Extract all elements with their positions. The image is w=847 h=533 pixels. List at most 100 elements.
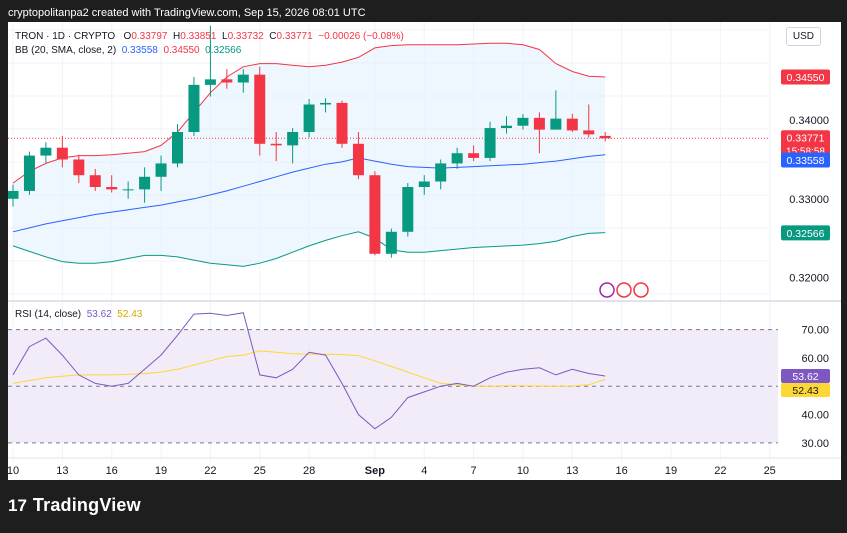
lower-band-price-label: 0.32566 <box>787 228 825 240</box>
high-value: 0.33851 <box>180 31 217 42</box>
bb-label[interactable]: BB (20, SMA, close, 2) <box>15 45 117 56</box>
time-axis-tick: 25 <box>764 465 776 477</box>
rsi-label[interactable]: RSI (14, close) <box>15 309 82 320</box>
rsi-axis-tick: 60.00 <box>801 353 829 365</box>
candle-body <box>352 143 364 176</box>
basis-price-label-bg <box>781 152 830 168</box>
brand-name: TradingView <box>32 495 141 515</box>
rsi-value: 53.62 <box>86 309 112 320</box>
candle-body <box>172 132 183 164</box>
high-label: H <box>173 31 181 42</box>
candle-body <box>501 125 512 129</box>
upper-band-price-label: 0.34550 <box>787 72 825 84</box>
tradingview-logo-icon: 17 <box>8 495 27 515</box>
low-label: L <box>222 31 228 42</box>
candle-body <box>533 117 545 130</box>
price-axis-tick: 0.33000 <box>789 194 829 206</box>
candle-body <box>23 155 35 191</box>
candle-body <box>468 153 480 158</box>
rsi-axis-tick: 70.00 <box>801 325 829 337</box>
bb-basis-line <box>12 154 606 233</box>
candle-body <box>402 187 414 232</box>
candle-body <box>303 104 315 132</box>
time-axis-tick: 19 <box>155 465 167 477</box>
symbol-label[interactable]: TRON · 1D · CRYPTO <box>15 31 116 42</box>
time-axis-tick: 16 <box>106 465 118 477</box>
candle-body <box>599 135 611 139</box>
rsi-axis-tick: 30.00 <box>801 438 829 450</box>
time-axis-tick: 16 <box>616 465 628 477</box>
rsi-legend: RSI (14, close) 53.62 52.43 <box>15 309 142 320</box>
rsi-ma-price-label-bg <box>781 383 830 397</box>
candle-body <box>73 159 85 176</box>
candle-body <box>221 79 233 83</box>
candle-body <box>369 175 381 254</box>
rsi-axis-tick: 40.00 <box>801 410 829 422</box>
candle-body <box>418 181 430 187</box>
footer-brand: 17 TradingView <box>8 495 141 516</box>
rsi-ma-line <box>12 350 606 387</box>
rsi-line <box>12 312 606 430</box>
candle-body <box>89 175 101 187</box>
last-price-label: 0.33771 <box>787 132 825 144</box>
rsi-price-label-bg <box>781 369 830 383</box>
ohlc-legend: TRON · 1D · CRYPTO O0.33797 H0.33851 L 0.… <box>15 31 404 42</box>
change-value: −0.00026 (−0.08%) <box>318 31 404 42</box>
bb-band-fill <box>13 43 606 267</box>
time-axis-tick: 13 <box>56 465 68 477</box>
us-flag-icon-2 <box>633 282 649 298</box>
last-price-label-bg <box>781 130 830 159</box>
time-axis-tick: 28 <box>303 465 315 477</box>
lower-band-price-label-bg <box>781 225 830 241</box>
time-axis-tick: 4 <box>421 465 427 477</box>
open-value: 0.33797 <box>131 31 168 42</box>
candle-body <box>320 102 332 105</box>
candle-body <box>566 118 578 131</box>
candle-body <box>550 118 562 130</box>
candle-body <box>8 190 19 199</box>
close-label: C <box>269 31 277 42</box>
time-axis-tick: 22 <box>714 465 726 477</box>
candle-body <box>287 132 299 146</box>
rsi-ma-price-label: 52.43 <box>792 385 818 397</box>
candle-body <box>139 176 151 190</box>
candle-body <box>204 79 216 85</box>
candle-body <box>106 187 118 190</box>
candle-body <box>188 84 200 132</box>
candle-body <box>385 231 397 254</box>
candle-body <box>484 128 496 158</box>
time-axis-tick: 22 <box>204 465 216 477</box>
candle-body <box>270 143 282 146</box>
candle-body <box>517 117 529 126</box>
bb-basis-value: 0.33558 <box>121 45 158 56</box>
us-flag-icon <box>616 282 632 298</box>
candle-body <box>451 153 463 164</box>
candle-body <box>254 74 266 144</box>
candle-body <box>56 147 68 160</box>
currency-button[interactable]: USD <box>785 27 821 46</box>
chart-credit: cryptopolitanpa2 created with TradingVie… <box>8 7 366 19</box>
upper-band-price-label-bg <box>781 69 830 85</box>
candle-body <box>40 147 52 156</box>
bb-lower-value: 0.32566 <box>205 45 242 56</box>
time-axis-tick: 19 <box>665 465 677 477</box>
flash-event-icon <box>599 282 615 298</box>
basis-price-label: 0.33558 <box>787 155 825 167</box>
time-axis-tick: Sep <box>365 465 385 477</box>
rsi-price-label: 53.62 <box>792 371 818 383</box>
open-label: O <box>123 31 132 42</box>
candle-body <box>122 189 134 191</box>
countdown-label: 15:58:58 <box>786 146 825 157</box>
candle-body <box>237 74 249 83</box>
time-axis-tick: 13 <box>566 465 578 477</box>
time-axis-tick: 7 <box>471 465 477 477</box>
chart-panel: 0.34000 0.33000 0.32000 0.34550 0.33771 15:58… <box>8 22 841 480</box>
close-value: 0.33771 <box>276 31 313 42</box>
price-axis-tick: 0.34000 <box>789 115 829 127</box>
price-axis-tick: 0.32000 <box>789 272 829 284</box>
bb-lower-line <box>12 231 606 267</box>
rsi-ma-value: 52.43 <box>117 309 143 320</box>
bb-upper-value: 0.34550 <box>163 45 200 56</box>
candle-body <box>583 130 595 135</box>
time-axis-tick: 10 <box>517 465 529 477</box>
